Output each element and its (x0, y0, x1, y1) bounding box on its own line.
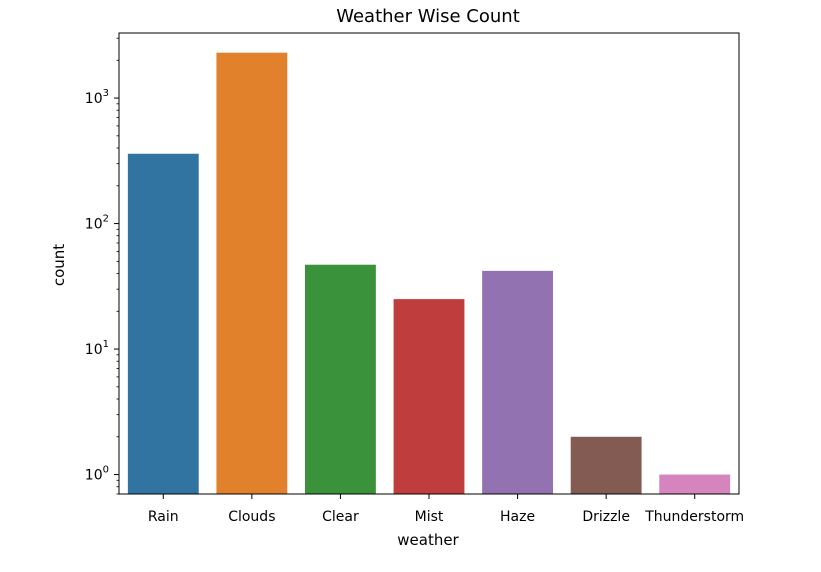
x-tick-label: Drizzle (582, 509, 630, 525)
bar-thunderstorm (659, 474, 731, 494)
bar-haze (482, 270, 553, 494)
bars-layer (127, 52, 731, 494)
x-tick-label: Rain (148, 509, 179, 525)
bar-mist (393, 299, 465, 494)
x-tick-label: Thunderstorm (644, 509, 744, 525)
y-tick-exponent: 0 (103, 465, 109, 476)
bar-drizzle (570, 436, 642, 494)
x-tick-label: Clear (322, 509, 359, 525)
x-axis-label: weather (397, 531, 459, 549)
y-tick-label: 101 (85, 339, 109, 358)
x-tick-label: Haze (500, 509, 535, 525)
y-tick-base: 10 (85, 342, 103, 358)
y-tick-exponent: 2 (103, 214, 109, 225)
bar-clouds (216, 52, 288, 494)
x-axis-ticks: Rain Clouds Clear Mist Haze Drizzle Thundersto… (148, 494, 744, 525)
chart-title: Weather Wise Count (336, 6, 520, 27)
plot-frame (118, 32, 740, 495)
y-tick-label: 102 (85, 214, 109, 233)
y-tick-base: 10 (85, 217, 103, 233)
y-tick-base: 10 (85, 468, 103, 484)
x-tick-label: Clouds (228, 509, 275, 525)
y-tick-label: 100 (85, 465, 109, 484)
bar-clear (305, 264, 376, 494)
y-tick-exponent: 1 (103, 339, 109, 350)
y-axis-label: count (50, 244, 68, 286)
bar-rain (127, 153, 199, 494)
y-tick-exponent: 3 (103, 88, 109, 99)
y-tick-label: 103 (85, 88, 109, 107)
x-tick-label: Mist (415, 509, 444, 525)
y-tick-base: 10 (85, 91, 103, 107)
